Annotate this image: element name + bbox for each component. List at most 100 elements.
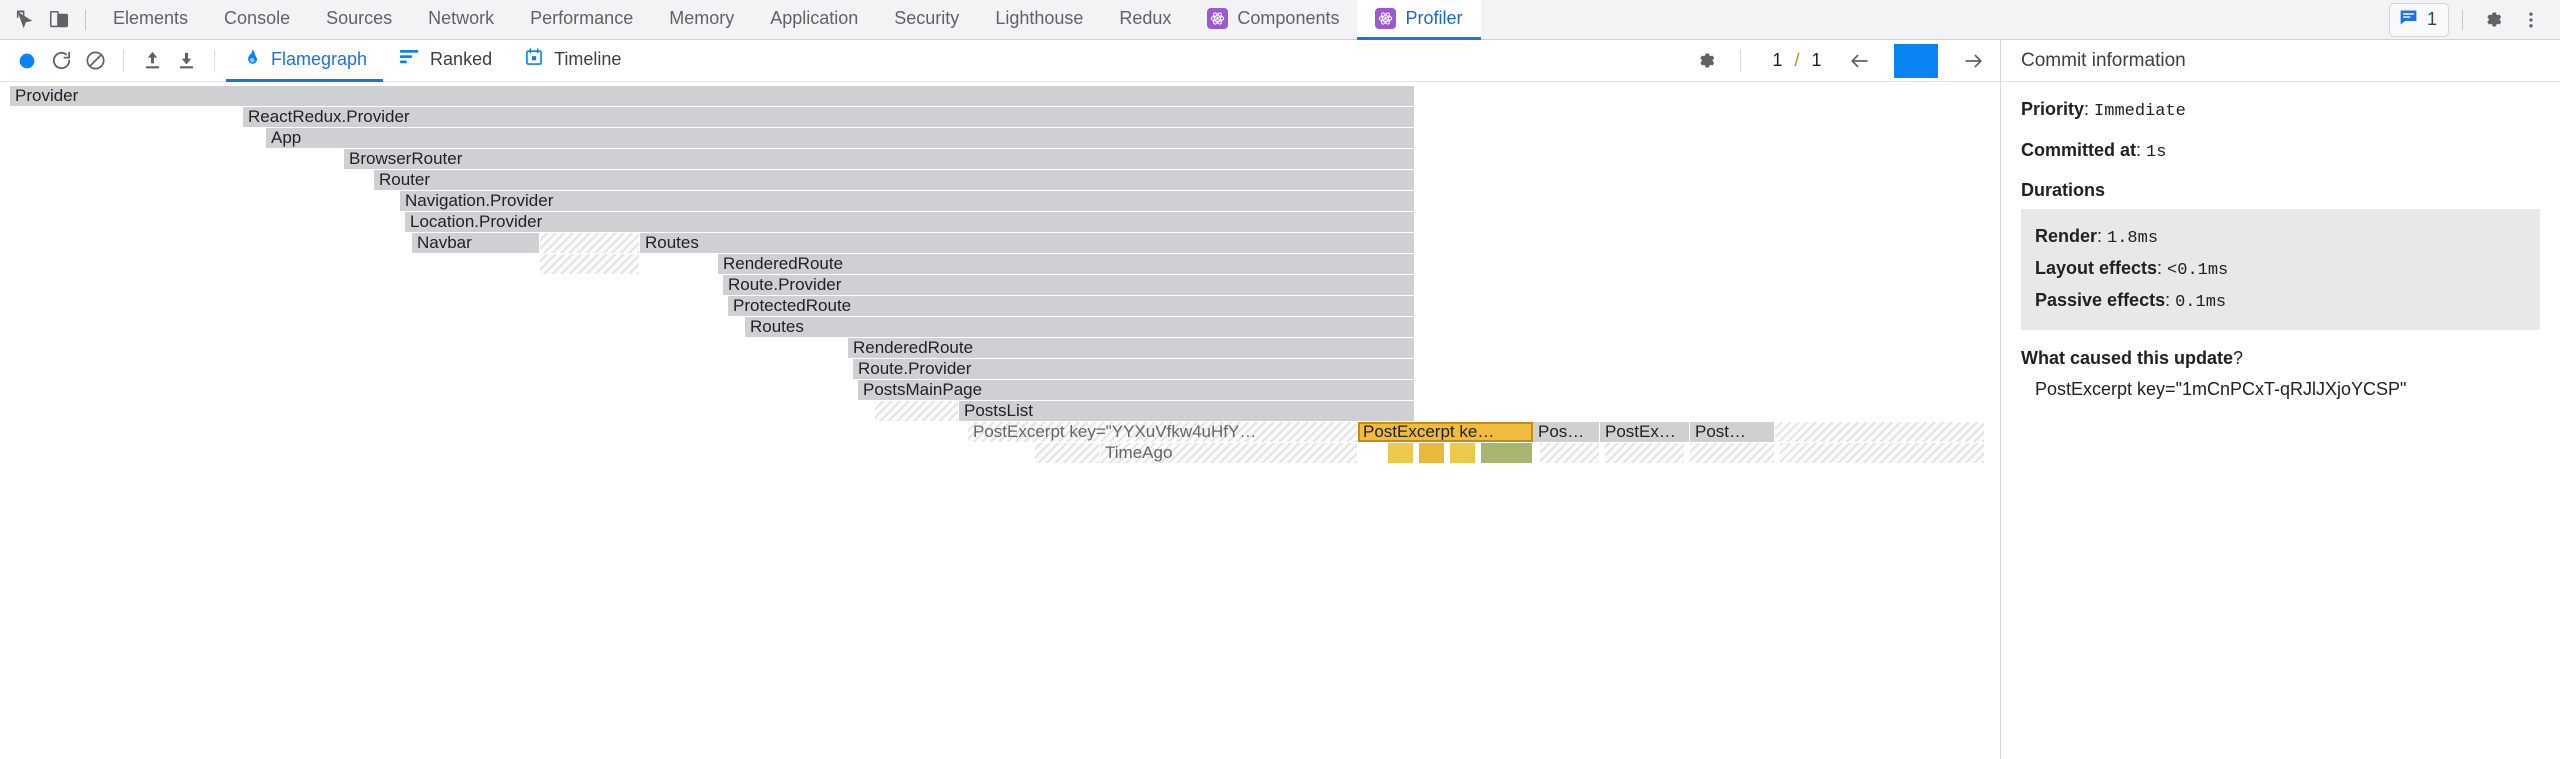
flamegraph-bar[interactable]: Location.Provider [405,212,1415,232]
flamegraph-bar[interactable]: Pos… [1533,422,1600,442]
more-options-icon[interactable] [2514,5,2548,35]
clear-icon[interactable] [78,46,112,76]
flamegraph-row: PostsMainPage [0,380,2000,401]
flamegraph-idle-bar[interactable] [1540,443,1600,463]
flamegraph-bar[interactable]: TimeAgo [1100,443,1358,463]
tab-application[interactable]: Application [752,0,876,40]
tab-profiler[interactable]: Profiler [1357,0,1481,40]
flamegraph-idle-bar[interactable] [1450,443,1476,463]
flamegraph-row: RenderedRoute [0,254,2000,275]
tab-ranked[interactable]: Ranked [383,40,508,82]
flamegraph-bar[interactable]: Post… [1690,422,1775,442]
message-count-chip[interactable]: 1 [2388,2,2449,37]
flamegraph-bar[interactable]: PostExcerpt key="YYXuVfkw4uHfY… [968,422,1358,442]
duration-row: Layout effects: <0.1ms [2035,258,2229,281]
tab-memory[interactable]: Memory [651,0,752,40]
flamegraph-idle-bar[interactable] [875,401,959,421]
flamegraph-bar[interactable]: PostExcerpt ke… [1358,422,1533,442]
flamegraph-bar[interactable]: Navbar [412,233,540,253]
next-commit-icon[interactable] [1956,46,1990,76]
flamegraph-idle-bar[interactable] [1419,443,1445,463]
toolbar-divider [214,49,215,72]
flamegraph-bar[interactable]: Route.Provider [853,359,1415,379]
calendar-icon [524,47,544,72]
flamegraph-bar[interactable]: BrowserRouter [344,149,1415,169]
message-icon [2398,7,2419,33]
commit-bar-selected[interactable] [1894,43,1938,78]
tab-label: Network [428,7,495,28]
tab-lighthouse[interactable]: Lighthouse [977,0,1101,40]
flamegraph-idle-bar[interactable] [1605,443,1685,463]
flamegraph-bar[interactable]: Route.Provider [723,275,1415,295]
duration-value: 1.8ms [2107,229,2159,249]
committed-at-label: Committed at [2021,140,2137,161]
flamegraph-idle-bar[interactable] [1388,443,1414,463]
toolbar-divider [85,9,86,30]
question-mark: ? [2233,348,2244,368]
committed-at-value: 1s [2146,143,2167,163]
flamegraph-idle-bar[interactable] [1035,443,1100,463]
flamegraph-row: PostExcerpt key="YYXuVfkw4uHfY… PostExcer… [0,422,2000,443]
sidebar-body: Priority: Immediate Committed at: 1s Dur… [2001,82,2560,417]
devtools-tab-bar: Elements Console Sources Network Perform… [0,0,2560,40]
previous-commit-icon[interactable] [1842,46,1876,76]
reload-icon[interactable] [44,46,78,76]
flamegraph-bar[interactable]: RenderedRoute [848,338,1415,358]
tab-redux[interactable]: Redux [1101,0,1189,40]
tab-network[interactable]: Network [410,0,512,40]
commit-information-sidebar: Commit information Priority: Immediate C… [2000,40,2560,759]
flamegraph-idle-bar[interactable] [1481,443,1533,463]
flamegraph-bar[interactable]: Routes [745,317,1415,337]
gear-icon[interactable] [2476,5,2510,35]
duration-value: <0.1ms [2167,261,2229,281]
flamegraph-bar[interactable]: RenderedRoute [718,254,1415,274]
what-caused-update-question: What caused this update [2021,348,2234,368]
flamegraph-row: ReactRedux.Provider [0,107,2000,128]
flame-icon [242,47,261,73]
tab-label: Sources [326,7,393,28]
flamegraph-bar[interactable]: Routes [640,233,1415,253]
flamegraph-idle-bar[interactable] [540,233,640,253]
tab-label: Console [224,7,291,28]
tab-console[interactable]: Console [206,0,308,40]
flamegraph-bar[interactable]: ReactRedux.Provider [243,107,1415,127]
flamegraph-idle-bar[interactable] [540,254,640,274]
inspect-icon[interactable] [8,5,42,35]
flamegraph-bar[interactable]: PostsList [959,401,1415,421]
tab-timeline[interactable]: Timeline [508,40,637,82]
flamegraph-bar[interactable]: Router [374,170,1415,190]
tab-label: Lighthouse [995,7,1084,28]
view-tab-label: Flamegraph [271,49,368,69]
record-icon[interactable] [10,46,44,76]
gear-icon[interactable] [1689,46,1723,76]
flamegraph-row: Route.Provider [0,275,2000,296]
upload-icon[interactable] [135,46,169,76]
tab-components[interactable]: Components [1189,0,1357,40]
tab-security[interactable]: Security [876,0,977,40]
profiler-panel: Flamegraph Ranked [0,40,2560,759]
flamegraph-row: TimeAgo [0,443,2000,464]
flamegraph-bar[interactable]: Provider [10,86,1415,106]
flamegraph-bar[interactable]: PostsMainPage [858,380,1415,400]
tab-flamegraph[interactable]: Flamegraph [226,40,384,82]
flamegraph-chart[interactable]: Provider ReactRedux.Provider App BrowserRou… [0,82,2000,759]
devtools-bar-right: 1 [2388,2,2552,37]
priority-row: Priority: Immediate [2021,99,2186,121]
tab-performance[interactable]: Performance [512,0,651,40]
flamegraph-bar[interactable]: ProtectedRoute [728,296,1415,316]
snapshot-separator: / [1794,50,1800,70]
device-toolbar-icon[interactable] [42,5,76,35]
flamegraph-bar[interactable]: App [266,128,1415,148]
flamegraph-idle-bar[interactable] [1780,443,1985,463]
flamegraph-bar[interactable]: PostEx… [1600,422,1690,442]
download-icon[interactable] [169,46,203,76]
tab-sources[interactable]: Sources [308,0,410,40]
duration-label: Passive effects [2035,290,2166,311]
flamegraph-idle-bar[interactable] [1690,443,1775,463]
tab-elements[interactable]: Elements [95,0,206,40]
flamegraph-bar[interactable]: Navigation.Provider [400,191,1415,211]
view-tab-label: Ranked [430,49,493,69]
tab-label: Components [1237,7,1340,28]
flamegraph-idle-bar[interactable] [1775,422,1985,442]
